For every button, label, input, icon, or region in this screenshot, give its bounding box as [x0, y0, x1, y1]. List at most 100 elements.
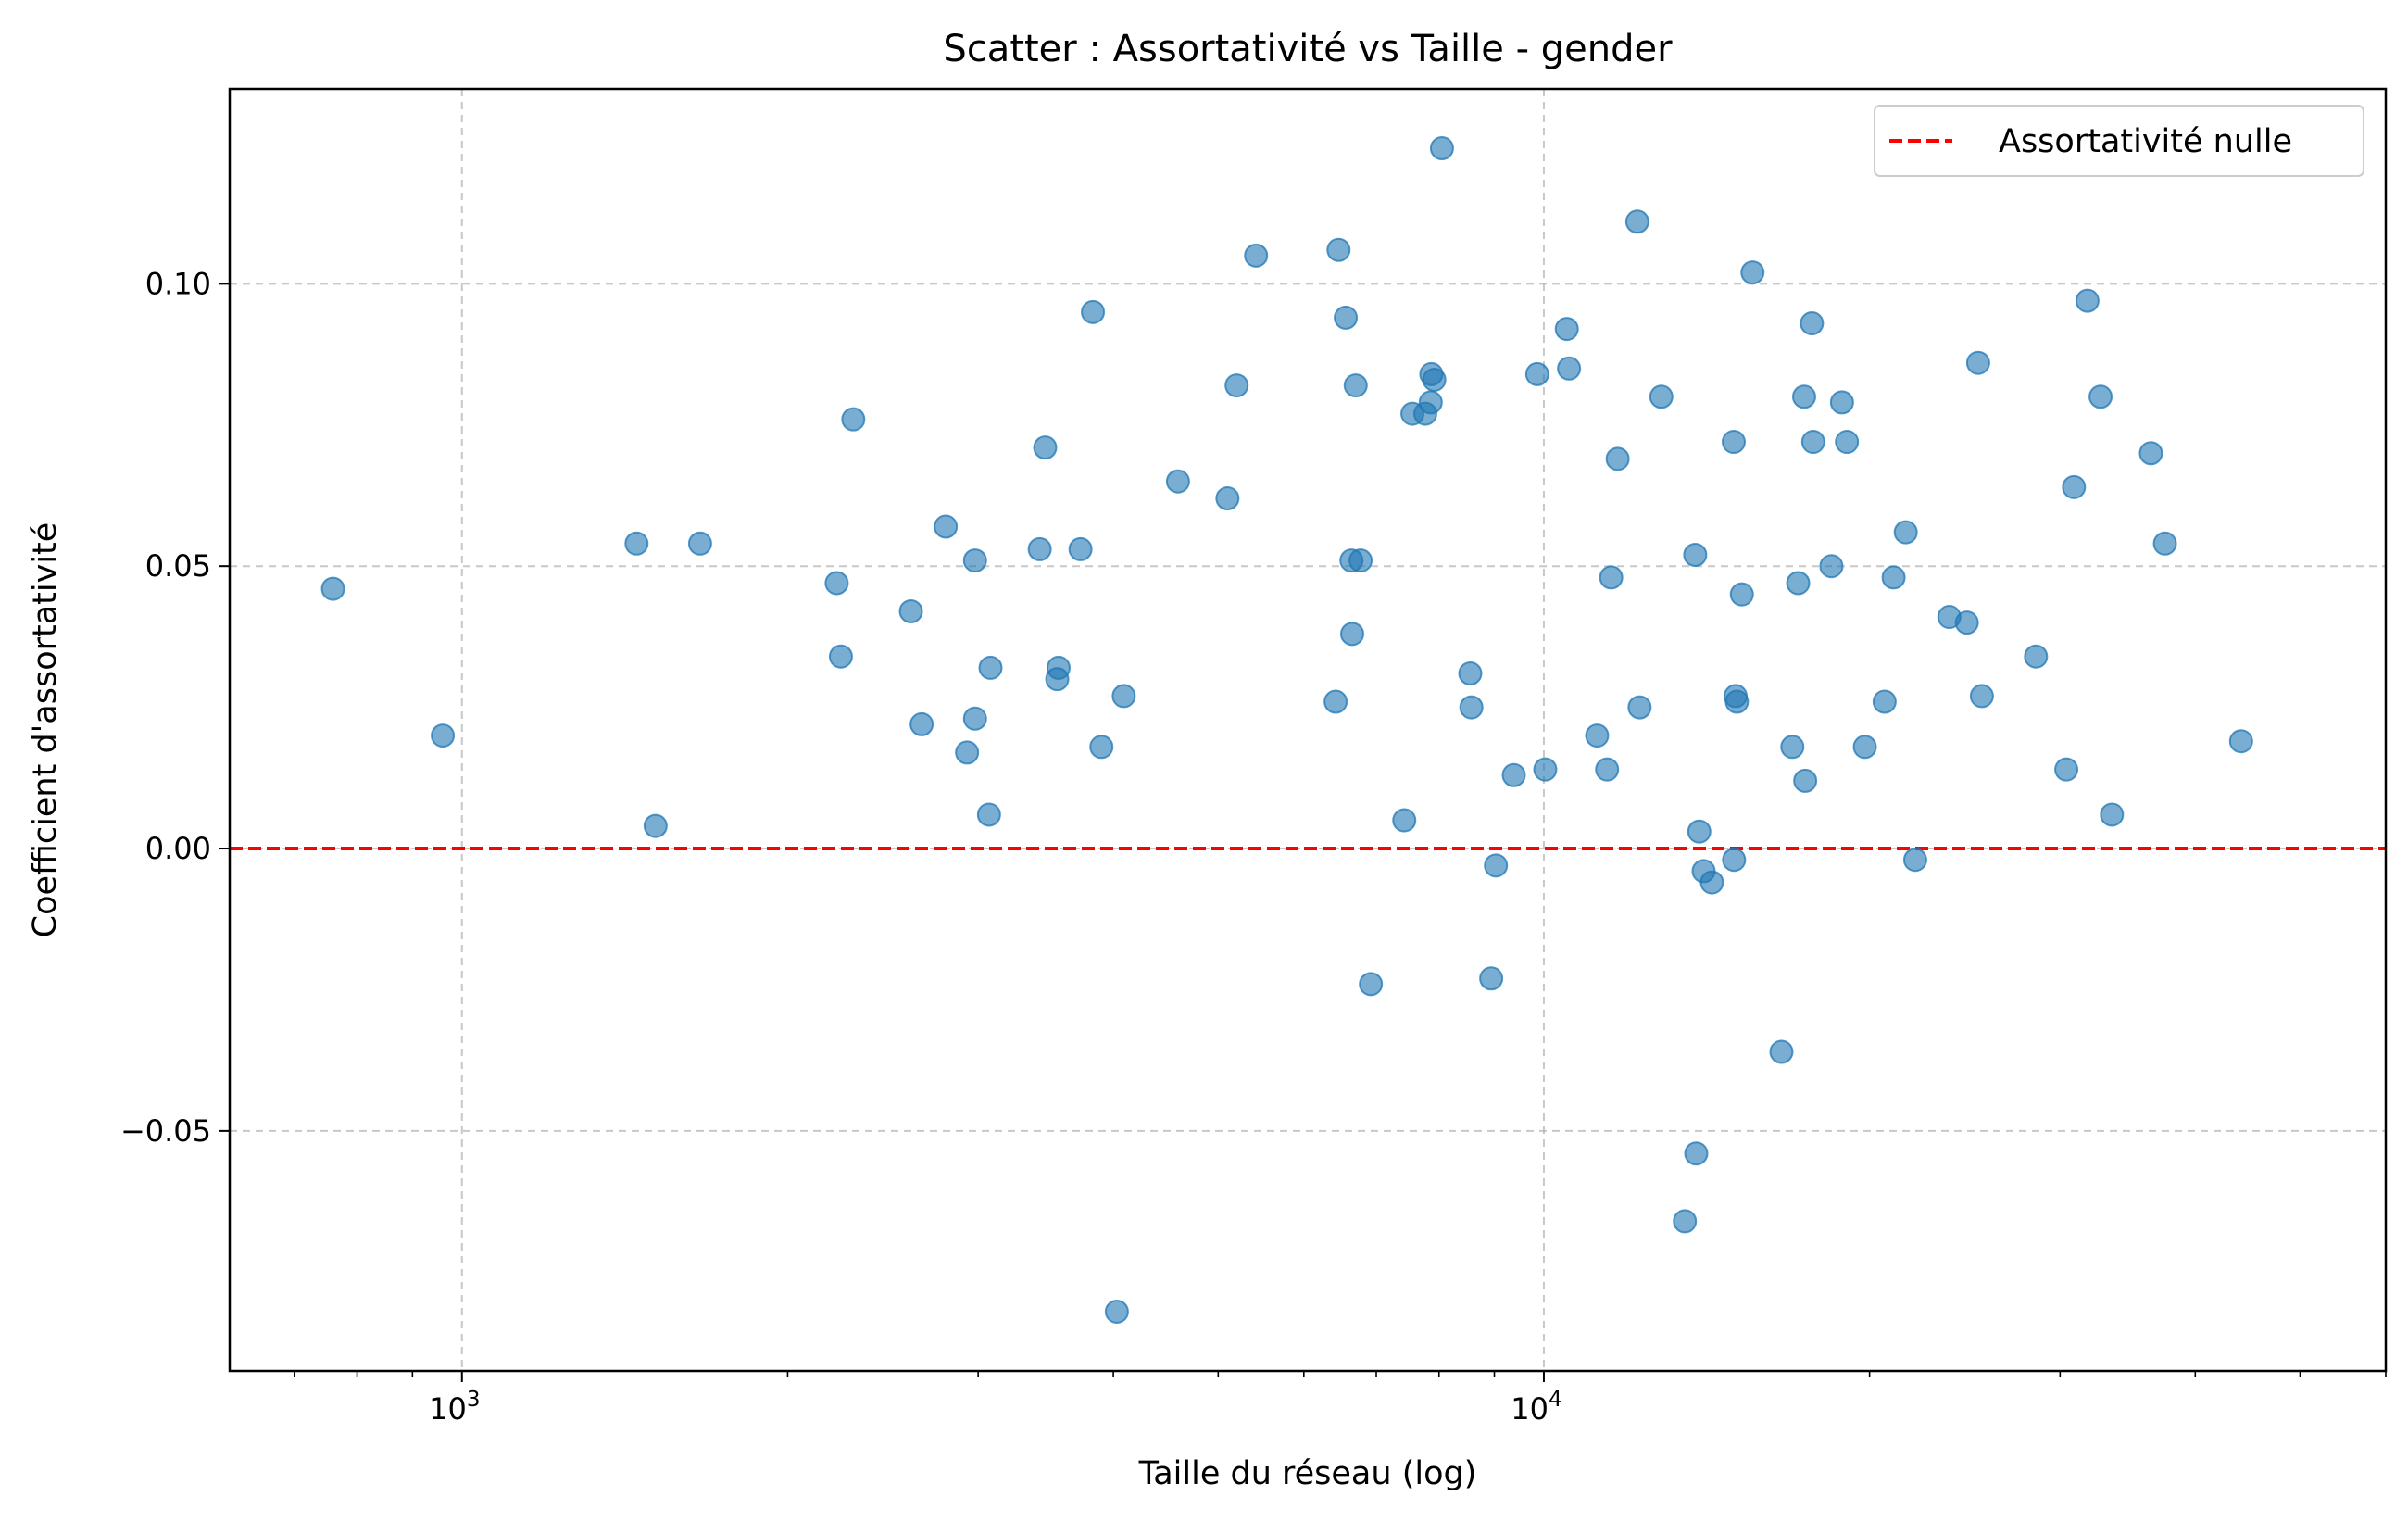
data-point: [1533, 757, 1558, 782]
data-point: [1902, 848, 1927, 873]
data-point: [1829, 390, 1854, 415]
data-point: [1624, 209, 1649, 234]
data-point: [1524, 361, 1549, 386]
data-point: [431, 723, 456, 748]
data-point: [2152, 531, 2177, 556]
data-point: [1780, 735, 1805, 760]
data-point: [1729, 582, 1754, 607]
data-point: [1649, 384, 1674, 409]
data-point: [976, 802, 1001, 827]
data-point: [1068, 536, 1093, 561]
data-point: [2024, 644, 2049, 669]
data-point: [1969, 684, 1994, 709]
data-point: [1605, 446, 1630, 471]
data-point: [1800, 430, 1825, 455]
data-point: [2054, 757, 2079, 782]
data-point: [1965, 350, 1990, 375]
data-point: [1479, 966, 1504, 991]
data-point: [1027, 536, 1052, 561]
data-point: [1769, 1039, 1794, 1064]
data-point: [1348, 548, 1373, 573]
data-point: [824, 571, 849, 596]
data-point: [1724, 689, 1750, 714]
plot-area: [230, 89, 2386, 1371]
data-point: [909, 711, 934, 736]
data-point: [1392, 808, 1417, 833]
data-point: [1458, 661, 1483, 686]
data-point: [1881, 565, 1906, 590]
data-point: [2088, 384, 2113, 409]
data-point: [1835, 430, 1860, 455]
data-point: [1687, 819, 1712, 844]
data-point: [1429, 136, 1454, 161]
data-point: [1554, 317, 1579, 342]
data-point: [1585, 723, 1610, 748]
data-point: [1033, 435, 1058, 460]
y-axis-label: Coefficient d'assortativité: [27, 522, 64, 938]
data-point: [1786, 571, 1811, 596]
data-point: [1339, 622, 1364, 647]
data-point: [1418, 390, 1443, 415]
data-point: [1334, 305, 1359, 330]
data-point: [1722, 848, 1747, 873]
data-point: [1673, 1209, 1698, 1234]
data-point: [1893, 520, 1918, 545]
y-axis-ticks: 0.10 0.05 0.00 −0.05: [120, 266, 230, 1149]
data-point: [1699, 870, 1724, 895]
data-point: [1954, 610, 1979, 635]
data-point: [1422, 367, 1447, 392]
data-point: [1343, 373, 1368, 398]
data-point: [1165, 469, 1190, 494]
legend-label-reference-line: Assortativité nulle: [1999, 123, 2292, 160]
data-point: [2100, 802, 2125, 827]
data-point: [898, 598, 923, 623]
data-point: [1089, 735, 1114, 760]
data-point: [1740, 260, 1765, 285]
data-point: [828, 644, 853, 669]
data-point: [1326, 237, 1351, 262]
data-point: [934, 514, 959, 539]
y-tick-label: 0.05: [145, 548, 211, 584]
data-point: [1045, 667, 1070, 692]
data-point: [687, 531, 712, 556]
y-tick-label: 0.10: [145, 266, 211, 301]
legend: Assortativité nulle: [1874, 105, 2364, 177]
data-point: [1599, 565, 1624, 590]
data-point: [1852, 735, 1877, 760]
data-point: [1359, 972, 1384, 997]
data-point: [1081, 299, 1106, 324]
data-point: [955, 740, 980, 765]
data-point: [1323, 689, 1348, 714]
data-point: [1793, 768, 1818, 793]
data-point: [1800, 311, 1825, 336]
x-tick-label: 103: [429, 1388, 480, 1427]
data-point: [1459, 695, 1484, 720]
y-tick-label: −0.05: [120, 1113, 211, 1149]
data-point: [978, 655, 1003, 680]
data-points: [320, 136, 2253, 1324]
chart-title: Scatter : Assortativité vs Taille - gend…: [943, 28, 1673, 70]
data-point: [1104, 1299, 1129, 1324]
data-point: [1684, 1141, 1709, 1166]
data-point: [2062, 474, 2087, 499]
data-point: [1627, 695, 1652, 720]
data-point: [320, 576, 345, 601]
legend-box: [1874, 105, 2364, 177]
data-point: [2228, 729, 2253, 754]
data-point: [1872, 689, 1897, 714]
data-point: [1215, 486, 1240, 511]
data-point: [1224, 373, 1249, 398]
data-point: [841, 407, 866, 432]
data-point: [1791, 384, 1816, 409]
data-point: [1244, 243, 1269, 268]
data-point: [1595, 757, 1620, 782]
data-point: [1557, 356, 1582, 381]
data-point: [2138, 441, 2163, 466]
plot-frame: [228, 87, 2388, 1373]
y-tick-label: 0.00: [145, 831, 211, 866]
data-point: [1819, 554, 1844, 579]
data-point: [1683, 542, 1708, 567]
data-point: [962, 706, 987, 731]
x-tick-label: 104: [1511, 1388, 1561, 1427]
x-axis-label: Taille du réseau (log): [1138, 1455, 1477, 1492]
